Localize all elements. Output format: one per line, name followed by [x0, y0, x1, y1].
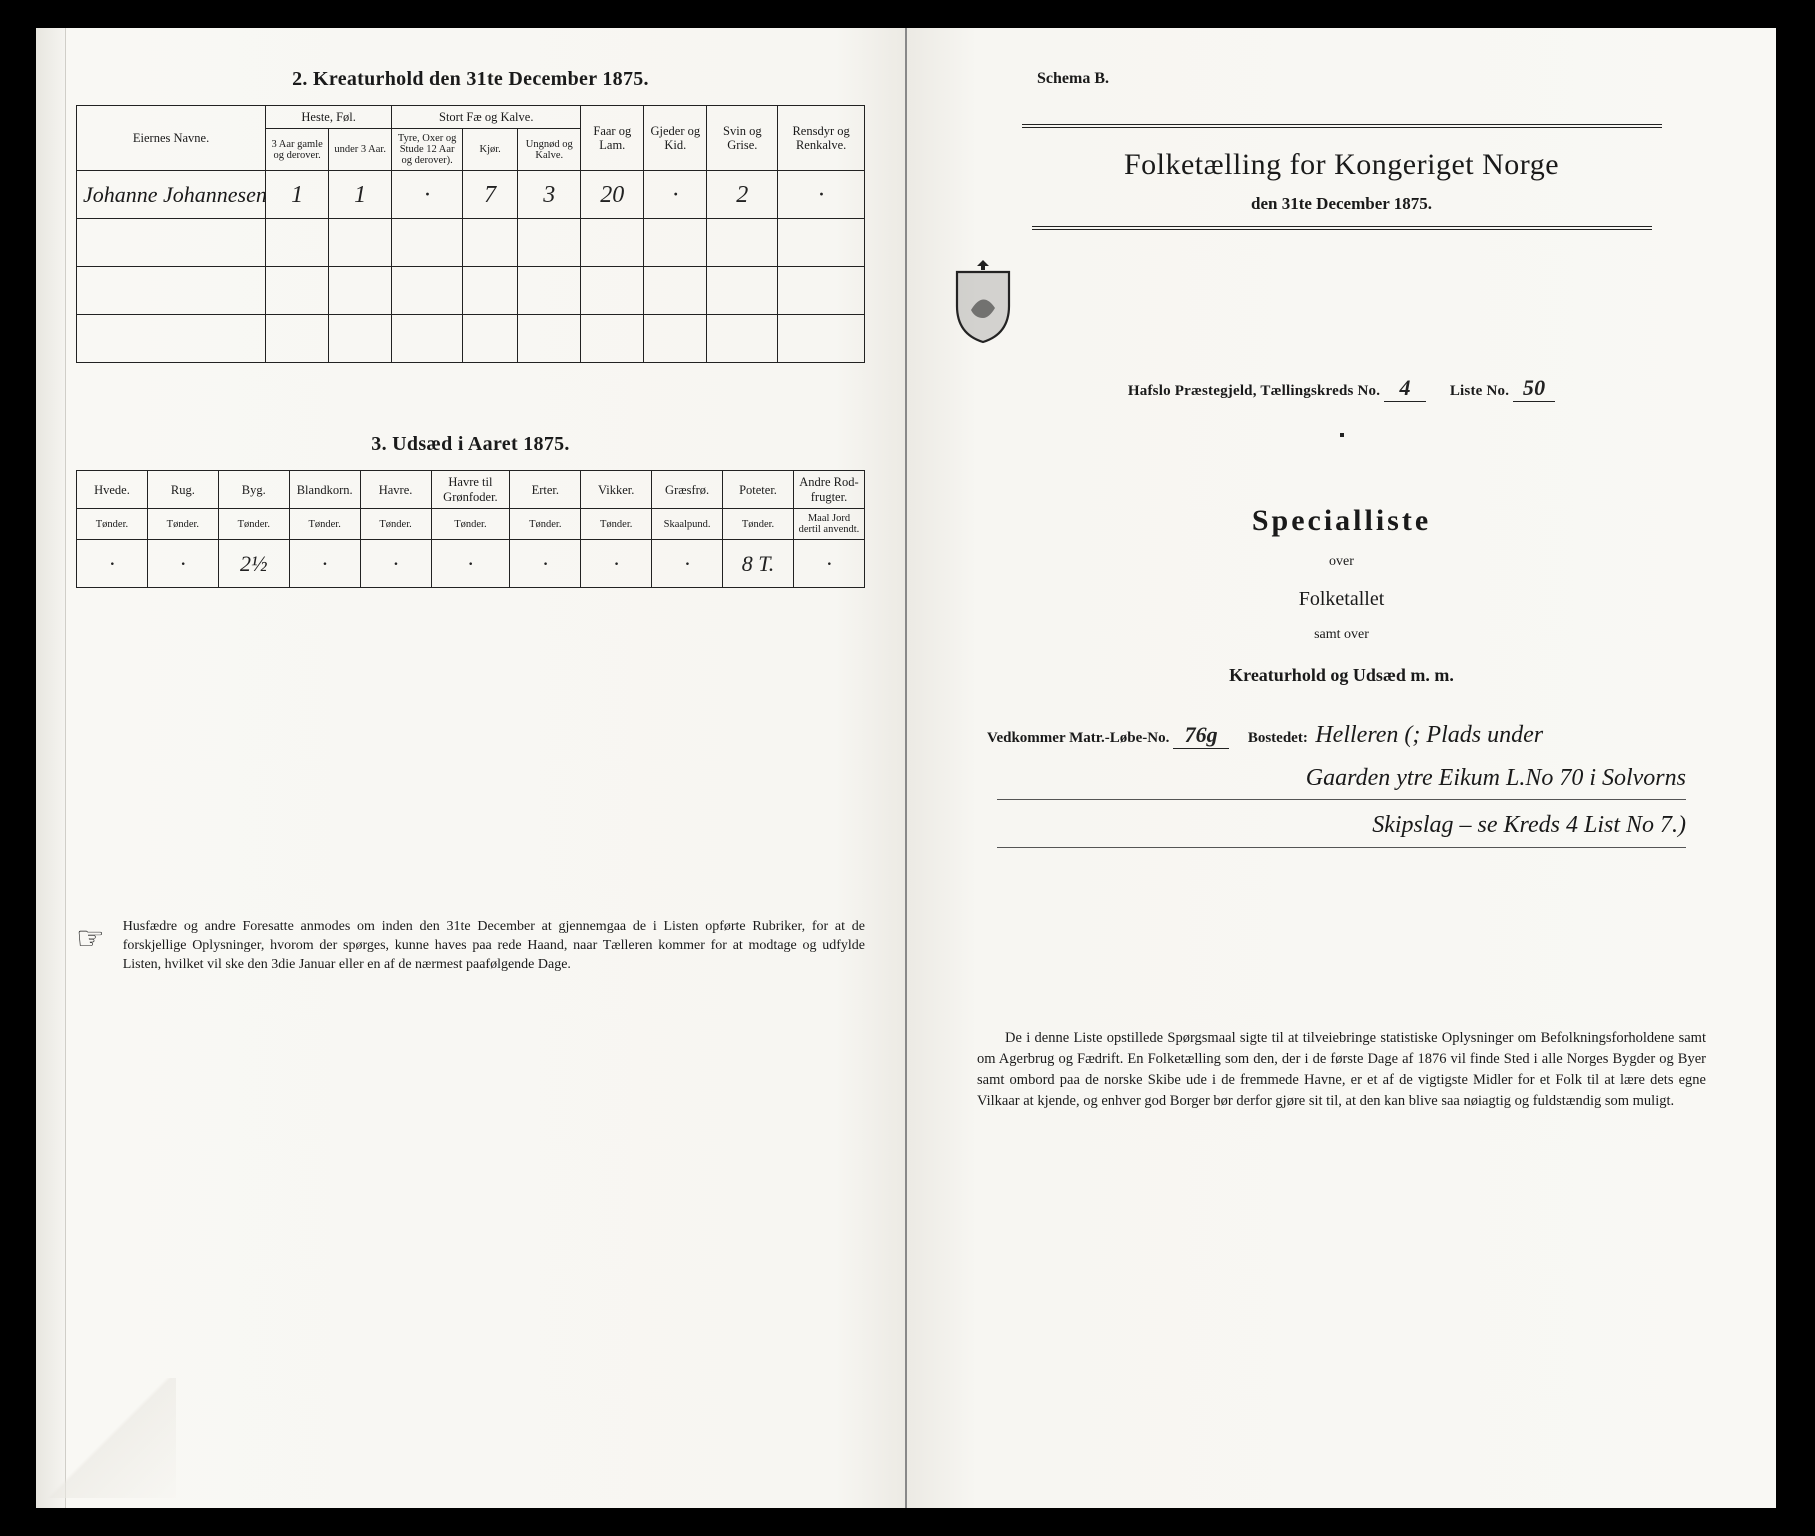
hdr-rug: Rug.	[147, 471, 218, 509]
ornament-dot	[947, 424, 1736, 442]
census-date: den 31te December 1875.	[947, 194, 1736, 214]
pointing-hand-icon: ☞	[76, 922, 105, 975]
unit: Tønder.	[147, 509, 218, 540]
matr-no: 76g	[1173, 722, 1229, 749]
cell: 1	[291, 182, 303, 208]
hdr-stort: Stort Fæ og Kalve.	[392, 106, 581, 129]
specialliste-title: Specialliste	[947, 504, 1736, 538]
table-row: Johanne Johannesen Tovet 1 1 · 7 3 20 · …	[77, 171, 865, 219]
schema-label: Schema B.	[1037, 70, 1736, 88]
bottom-paragraph: De i denne Liste opstillede Spørgsmaal s…	[977, 1028, 1706, 1112]
unit: Tønder.	[510, 509, 581, 540]
cell: 2½	[240, 551, 268, 576]
hdr-byg: Byg.	[218, 471, 289, 509]
cell: 8 T.	[742, 551, 775, 576]
cell: ·	[424, 182, 430, 208]
hdr-stort-b: Kjør.	[463, 129, 518, 171]
hdr-erter: Erter.	[510, 471, 581, 509]
cell: 20	[600, 182, 624, 208]
hand-line-3: Skipslag – se Kreds 4 List No 7.)	[997, 806, 1686, 847]
unit: Tønder.	[289, 509, 360, 540]
hdr-stort-a: Tyre, Oxer og Stude 12 Aar og derover).	[392, 129, 463, 171]
table-row: · · 2½ · · · · · · 8 T. ·	[77, 540, 865, 588]
table-row	[77, 267, 865, 315]
census-title: Folketælling for Kongeriget Norge	[947, 148, 1736, 182]
page-fold	[46, 1378, 176, 1498]
cell: ·	[109, 551, 115, 576]
cell: 3	[543, 182, 555, 208]
over-label: over	[947, 554, 1736, 570]
hdr-graesfroe: Græsfrø.	[652, 471, 723, 509]
section-2-title: 2. Kreaturhold den 31te December 1875.	[76, 68, 865, 91]
hdr-vikker: Vikker.	[581, 471, 652, 509]
cell: ·	[684, 551, 690, 576]
unit: Tønder.	[581, 509, 652, 540]
hdr-havre-gr: Havre til Grønfoder.	[431, 471, 510, 509]
unit: Tønder.	[723, 509, 794, 540]
cell: ·	[672, 182, 678, 208]
unit: Tønder.	[360, 509, 431, 540]
right-page: Schema B. Folketælling for Kongeriget No…	[907, 28, 1776, 1508]
hdr-heste-a: 3 Aar gamle og derover.	[266, 129, 329, 171]
unit: Maal Jord dertil anvendt.	[793, 509, 864, 540]
vedkommer-line: Vedkommer Matr.-Løbe-No. 76g Bostedet: H…	[947, 722, 1736, 749]
hdr-hvede: Hvede.	[77, 471, 148, 509]
list-prefix: Liste No.	[1450, 383, 1509, 399]
bostedet-label: Bostedet:	[1248, 730, 1308, 746]
unit: Tønder.	[218, 509, 289, 540]
unit: Skaalpund.	[652, 509, 723, 540]
hdr-blandkorn: Blandkorn.	[289, 471, 360, 509]
hdr-eiernes: Eiernes Navne.	[77, 106, 266, 171]
district-prefix: Hafslo Præstegjeld, Tællingskreds No.	[1128, 383, 1380, 399]
vedk-prefix: Vedkommer Matr.-Løbe-No.	[987, 730, 1169, 746]
cell: ·	[180, 551, 186, 576]
table-row	[77, 315, 865, 363]
left-page: 2. Kreaturhold den 31te December 1875. E…	[36, 28, 907, 1508]
left-binding-edge	[36, 28, 66, 1508]
district-line: Hafslo Præstegjeld, Tællingskreds No. 4 …	[947, 375, 1736, 402]
livestock-table: Eiernes Navne. Heste, Føl. Stort Fæ og K…	[76, 105, 865, 363]
cell: ·	[393, 551, 399, 576]
cell: 1	[354, 182, 366, 208]
table-row	[77, 219, 865, 267]
cell: ·	[543, 551, 549, 576]
section-3-title: 3. Udsæd i Aaret 1875.	[76, 433, 865, 456]
hdr-faar: Faar og Lam.	[581, 106, 644, 171]
hdr-andre: Andre Rod-frugter.	[793, 471, 864, 509]
cell: 7	[484, 182, 496, 208]
district-no: 4	[1384, 375, 1426, 402]
footer-note-text: Husfædre og andre Foresatte anmodes om i…	[123, 918, 865, 975]
owner-name: Johanne Johannesen Tovet	[83, 182, 266, 207]
cell: 2	[736, 182, 748, 208]
hdr-gjeder: Gjeder og Kid.	[644, 106, 707, 171]
unit: Tønder.	[77, 509, 148, 540]
scan-area: 2. Kreaturhold den 31te December 1875. E…	[36, 28, 1776, 1508]
list-no: 50	[1513, 375, 1555, 402]
hand-line-2: Gaarden ytre Eikum L.No 70 i Solvorns	[997, 759, 1686, 800]
hdr-poteter: Poteter.	[723, 471, 794, 509]
unit: Tønder.	[431, 509, 510, 540]
kud-label: Kreaturhold og Udsæd m. m.	[947, 665, 1736, 686]
rule-top	[1022, 124, 1662, 128]
cell: ·	[613, 551, 619, 576]
bostedet-value: Helleren (; Plads under	[1315, 722, 1543, 748]
bostedet-continuation: Gaarden ytre Eikum L.No 70 i Solvorns Sk…	[947, 759, 1736, 848]
seed-table: Hvede. Rug. Byg. Blandkorn. Havre. Havre…	[76, 470, 865, 588]
cell: ·	[826, 551, 832, 576]
hdr-stort-c: Ungnød og Kalve.	[518, 129, 581, 171]
cell: ·	[818, 182, 824, 208]
cell: ·	[322, 551, 328, 576]
cell: ·	[468, 551, 474, 576]
folketallet-label: Folketallet	[947, 588, 1736, 611]
footer-note: ☞ Husfædre og andre Foresatte anmodes om…	[76, 918, 865, 975]
hdr-rensdyr: Rensdyr og Renkalve.	[778, 106, 865, 171]
hdr-havre: Havre.	[360, 471, 431, 509]
coat-of-arms-icon	[947, 258, 1019, 344]
hdr-heste: Heste, Føl.	[266, 106, 392, 129]
hdr-svin: Svin og Grise.	[707, 106, 778, 171]
hdr-heste-b: under 3 Aar.	[329, 129, 392, 171]
samt-label: samt over	[947, 627, 1736, 643]
rule-under-title	[1032, 226, 1652, 230]
